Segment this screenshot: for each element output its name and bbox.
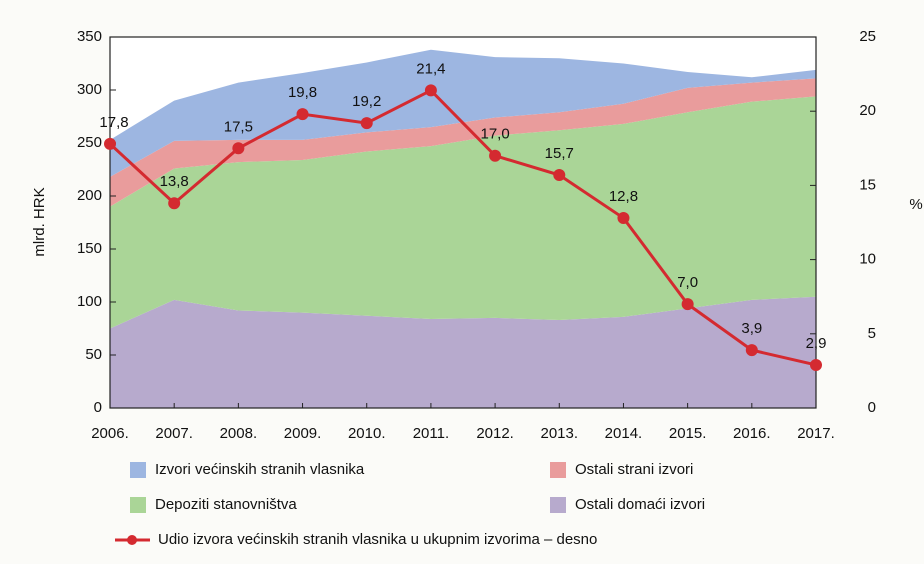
- point: [168, 197, 181, 210]
- legend-label: Izvori većinskih stranih vlasnika: [155, 461, 365, 478]
- y-tick-label: 0: [94, 399, 102, 416]
- y-axis-label: mlrd. HRK: [31, 187, 48, 256]
- legend-label: Ostali domaći izvori: [575, 496, 705, 513]
- x-tick-label: 2015.: [669, 425, 707, 442]
- x-tick-label: 2016.: [733, 425, 771, 442]
- y-tick-label: 100: [77, 293, 102, 310]
- y2-tick-label: 15: [859, 176, 876, 193]
- point: [424, 84, 437, 97]
- data-label: 17,8: [99, 114, 128, 131]
- point: [360, 117, 373, 130]
- line: [108, 88, 817, 367]
- legend-swatch: [550, 462, 566, 478]
- y2-tick-label: 5: [868, 325, 876, 342]
- x-tick-label: 2011.: [413, 425, 449, 442]
- area: [110, 96, 816, 329]
- legend-swatch: [130, 497, 146, 513]
- point: [681, 298, 694, 311]
- legend-label: Depoziti stanovništva: [155, 496, 297, 513]
- x-tick-label: 2013.: [540, 425, 578, 442]
- x-tick-label: 2009.: [284, 425, 322, 442]
- area: [110, 296, 816, 408]
- data-label: 7,0: [677, 274, 698, 291]
- point: [104, 137, 116, 150]
- point: [553, 169, 566, 182]
- point: [296, 108, 309, 121]
- x-tick-label: 2008.: [220, 425, 258, 442]
- x-tick-label: 2010.: [348, 425, 386, 442]
- data-label: 3,9: [741, 320, 762, 337]
- x-tick-label: 2017.: [797, 425, 835, 442]
- data-label: 17,0: [480, 126, 509, 143]
- legend-label: Ostali strani izvori: [575, 461, 693, 478]
- legend-marker: [127, 535, 137, 545]
- y-tick-label: 150: [77, 240, 102, 257]
- y-tick-label: 350: [77, 28, 102, 45]
- x-tick-label: 2014.: [605, 425, 643, 442]
- y-tick-label: 50: [85, 346, 102, 363]
- legend-swatch: [130, 462, 146, 478]
- area: [110, 49, 816, 177]
- y2-axis-label: %: [909, 196, 922, 213]
- data-label: 21,4: [416, 60, 445, 77]
- legend-swatch: [550, 497, 566, 513]
- data-label: 2,9: [806, 335, 827, 352]
- data-label: 13,8: [160, 173, 189, 190]
- x-tick-label: 2007.: [155, 425, 193, 442]
- y2-tick-label: 10: [859, 251, 876, 268]
- data-label: 17,5: [224, 118, 253, 135]
- data-label: 19,2: [352, 93, 381, 110]
- area: [110, 78, 816, 207]
- y2-tick-label: 0: [868, 399, 876, 416]
- point: [617, 212, 630, 225]
- y-tick-label: 200: [77, 187, 102, 204]
- y-tick-label: 250: [77, 134, 102, 151]
- x-tick-label: 2012.: [476, 425, 514, 442]
- data-label: 19,8: [288, 84, 317, 101]
- y2-tick-label: 20: [859, 102, 876, 119]
- data-label: 12,8: [609, 188, 638, 205]
- point: [810, 358, 822, 371]
- point: [489, 149, 502, 162]
- legend-label: Udio izvora većinskih stranih vlasnika u…: [158, 531, 597, 548]
- plot-frame: [109, 36, 817, 409]
- point: [232, 142, 245, 155]
- y2-tick-label: 25: [859, 28, 876, 45]
- point: [745, 344, 758, 357]
- x-tick-label: 2006.: [91, 425, 129, 442]
- data-label: 15,7: [545, 145, 574, 162]
- y-tick-label: 300: [77, 81, 102, 98]
